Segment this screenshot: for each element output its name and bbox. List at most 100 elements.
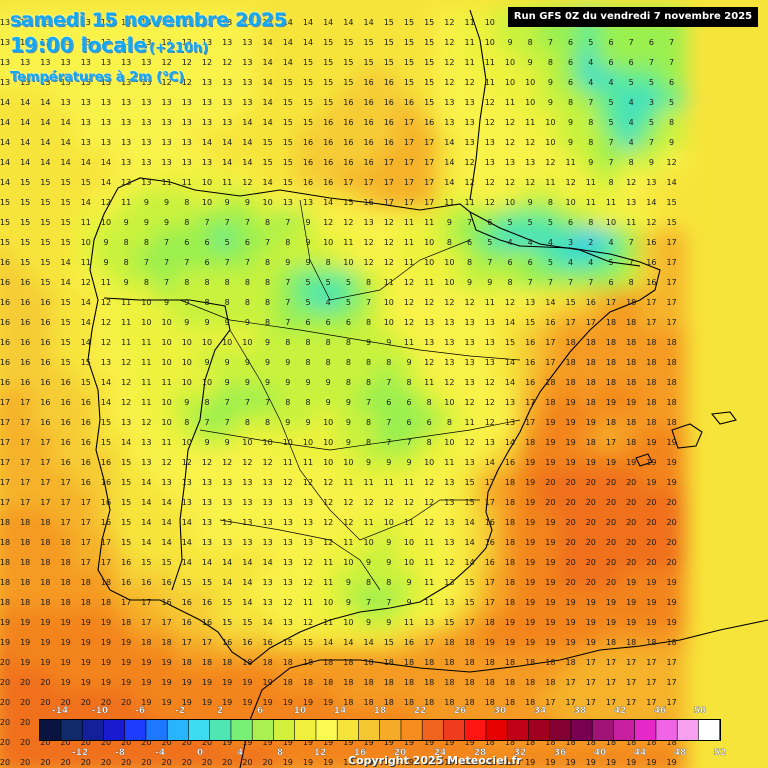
temp-value: 10	[182, 338, 192, 347]
temp-value: 17	[424, 158, 434, 167]
temp-value: 9	[225, 318, 230, 327]
temp-value: 13	[202, 158, 212, 167]
temp-value: 15	[40, 258, 50, 267]
temp-value: 8	[144, 238, 149, 247]
temp-value: 15	[202, 578, 212, 587]
temp-value: 18	[646, 378, 656, 387]
temp-value: 20	[626, 518, 636, 527]
temp-value: 10	[263, 198, 273, 207]
temp-value: 13	[162, 118, 172, 127]
temp-value: 13	[242, 58, 252, 67]
temp-value: 20	[606, 578, 616, 587]
legend-swatch	[656, 720, 677, 740]
temp-value: 16	[343, 118, 353, 127]
temp-value: 16	[485, 558, 495, 567]
temp-value: 15	[283, 178, 293, 187]
temp-value: 12	[404, 498, 414, 507]
temp-value: 14	[0, 158, 10, 167]
temp-value: 11	[465, 58, 475, 67]
temp-value: 11	[404, 218, 414, 227]
temp-value: 9	[204, 318, 209, 327]
temp-value: 13	[465, 318, 475, 327]
temp-value: 17	[384, 198, 394, 207]
temp-value: 10	[202, 198, 212, 207]
temp-value: 15	[61, 238, 71, 247]
temp-value: 10	[444, 398, 454, 407]
temp-value: 16	[586, 298, 596, 307]
temp-value: 9	[164, 298, 169, 307]
temp-value: 9	[346, 578, 351, 587]
temp-value: 12	[384, 218, 394, 227]
temp-value: 20	[566, 538, 576, 547]
temp-value: 5	[346, 278, 351, 287]
temp-value: 18	[505, 678, 515, 687]
temp-value: 15	[0, 198, 10, 207]
temp-value: 18	[646, 358, 656, 367]
temp-value: 13	[242, 538, 252, 547]
temp-value: 14	[182, 558, 192, 567]
temp-value: 16	[485, 518, 495, 527]
temp-value: 17	[646, 318, 656, 327]
temp-value: 12	[465, 158, 475, 167]
temp-value: 7	[245, 258, 250, 267]
temp-value: 17	[485, 598, 495, 607]
temp-value: 16	[40, 358, 50, 367]
temp-value: 17	[404, 138, 414, 147]
temp-value: 18	[101, 578, 111, 587]
temp-value: 11	[404, 618, 414, 627]
temp-value: 19	[545, 618, 555, 627]
temp-value: 14	[0, 178, 10, 187]
temp-value: 15	[343, 198, 353, 207]
temp-value: 14	[263, 618, 273, 627]
temp-value: 17	[0, 398, 10, 407]
temp-value: 16	[222, 638, 232, 647]
temp-value: 7	[265, 398, 270, 407]
temp-value: 17	[20, 418, 30, 427]
temp-value: 13	[0, 38, 10, 47]
temp-value: 7	[669, 38, 674, 47]
temp-value: 18	[646, 638, 656, 647]
temp-value: 17	[20, 478, 30, 487]
temp-value: 16	[182, 598, 192, 607]
temp-value: 16	[61, 398, 71, 407]
temp-value: 14	[263, 78, 273, 87]
temp-value: 19	[61, 638, 71, 647]
temp-value: 17	[424, 638, 434, 647]
temp-value: 19	[525, 538, 535, 547]
temp-value: 20	[101, 758, 111, 767]
temp-value: 14	[162, 498, 172, 507]
temp-value: 16	[101, 498, 111, 507]
temp-value: 18	[20, 598, 30, 607]
temp-value: 13	[202, 118, 212, 127]
temp-value: 16	[505, 458, 515, 467]
temp-value: 9	[225, 358, 230, 367]
temp-value: 11	[485, 78, 495, 87]
temp-value: 7	[164, 258, 169, 267]
temp-value: 16	[0, 258, 10, 267]
temp-value: 15	[343, 58, 353, 67]
temp-value: 4	[528, 238, 533, 247]
temp-value: 9	[103, 258, 108, 267]
temp-value: 20	[40, 678, 50, 687]
temp-value: 20	[20, 738, 30, 747]
temp-value: 8	[386, 358, 391, 367]
legend-top-label: 2	[217, 706, 223, 716]
temp-value: 12	[525, 178, 535, 187]
temp-value: 17	[545, 698, 555, 707]
temp-value: 8	[507, 278, 512, 287]
temp-value: 15	[303, 638, 313, 647]
temp-value: 10	[283, 438, 293, 447]
temp-value: 10	[424, 258, 434, 267]
temp-value: 9	[245, 378, 250, 387]
temp-value: 15	[40, 278, 50, 287]
temp-value: 7	[225, 398, 230, 407]
legend-swatch	[401, 720, 422, 740]
temp-value: 11	[424, 538, 434, 547]
temp-value: 20	[61, 758, 71, 767]
temp-value: 13	[81, 58, 91, 67]
temp-value: 12	[263, 458, 273, 467]
legend-swatch	[507, 720, 529, 740]
temp-value: 12	[485, 418, 495, 427]
temp-value: 12	[646, 218, 656, 227]
temp-value: 11	[182, 178, 192, 187]
